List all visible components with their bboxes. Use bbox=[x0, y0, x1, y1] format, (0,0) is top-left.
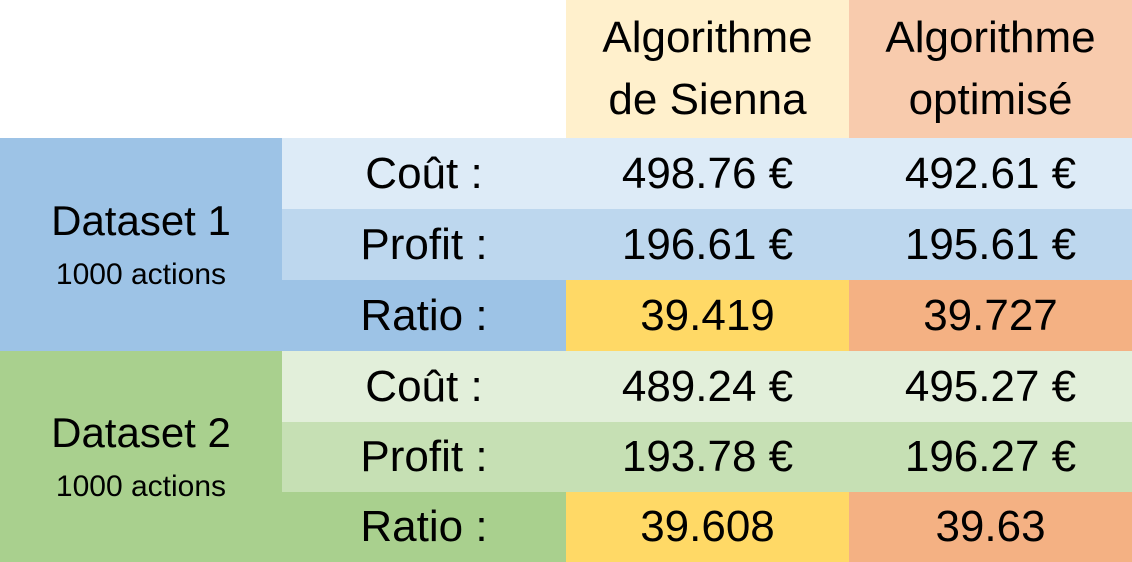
dataset-2-label: Dataset 2 1000 actions bbox=[0, 351, 282, 562]
dataset-2-profit-optimise: 196.27 € bbox=[849, 422, 1132, 492]
header-sienna-line2: de Sienna bbox=[608, 75, 807, 124]
dataset-2-cout-label: Coût : bbox=[282, 351, 566, 422]
dataset-1-profit-label: Profit : bbox=[282, 209, 566, 280]
dataset-1-profit-optimise: 195.61 € bbox=[849, 209, 1132, 280]
dataset-1-cout-sienna: 498.76 € bbox=[566, 138, 849, 209]
dataset-1-profit-sienna: 196.61 € bbox=[566, 209, 849, 280]
dataset-1-ratio-optimise: 39.727 bbox=[849, 280, 1132, 351]
dataset-1-ratio-sienna: 39.419 bbox=[566, 280, 849, 351]
dataset-2-cout-optimise: 495.27 € bbox=[849, 351, 1132, 422]
dataset-1-ratio-label: Ratio : bbox=[282, 280, 566, 351]
dataset-2-ratio-label: Ratio : bbox=[282, 492, 566, 562]
dataset-2-profit-sienna: 193.78 € bbox=[566, 422, 849, 492]
dataset-2-title: Dataset 2 bbox=[51, 408, 231, 456]
dataset-1-title: Dataset 1 bbox=[51, 196, 231, 244]
dataset-2-cout-sienna: 489.24 € bbox=[566, 351, 849, 422]
dataset-1-cout-label: Coût : bbox=[282, 138, 566, 209]
dataset-2-ratio-optimise: 39.63 bbox=[849, 492, 1132, 562]
header-optimise-line1: Algorithme bbox=[885, 13, 1096, 63]
dataset-1-subtitle: 1000 actions bbox=[55, 257, 227, 291]
header-optimise: Algorithme optimisé bbox=[849, 0, 1132, 138]
header-sienna: Algorithme de Sienna bbox=[566, 0, 849, 138]
header-optimise-line2: optimisé bbox=[908, 75, 1073, 124]
dataset-2-subtitle: 1000 actions bbox=[55, 469, 227, 503]
header-sienna-line1: Algorithme bbox=[602, 13, 813, 63]
dataset-2-ratio-sienna: 39.608 bbox=[566, 492, 849, 562]
dataset-1-cout-optimise: 492.61 € bbox=[849, 138, 1132, 209]
dataset-1-label: Dataset 1 1000 actions bbox=[0, 138, 282, 351]
dataset-2-profit-label: Profit : bbox=[282, 422, 566, 492]
